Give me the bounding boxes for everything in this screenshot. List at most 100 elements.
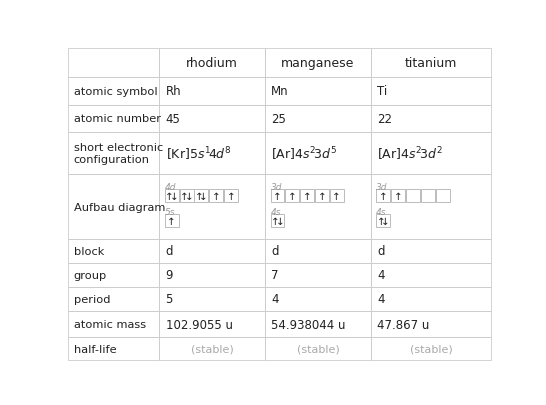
Text: ↓: ↓ [170, 191, 179, 201]
Bar [371, 77, 491, 105]
Text: ↑: ↑ [180, 191, 188, 201]
Bar [371, 263, 491, 287]
Text: atomic number: atomic number [74, 114, 161, 124]
Bar [315, 190, 329, 202]
Bar [391, 190, 405, 202]
Text: ↑: ↑ [379, 191, 388, 201]
Bar [180, 190, 193, 202]
Text: short electronic
configuration: short electronic configuration [74, 143, 163, 165]
Bar [165, 190, 179, 202]
Bar [371, 311, 491, 337]
Text: (stable): (stable) [191, 344, 234, 354]
Bar [270, 190, 284, 202]
Bar [371, 175, 491, 239]
Text: block: block [74, 246, 104, 256]
Text: 9: 9 [165, 269, 173, 282]
Text: 3d: 3d [376, 182, 388, 191]
Text: titanium: titanium [405, 57, 458, 70]
Text: 102.9055 u: 102.9055 u [165, 318, 233, 331]
Text: 25: 25 [271, 113, 286, 126]
Text: $\rm [Ar]4\mathit{s}^2\!3\mathit{d}^5$: $\rm [Ar]4\mathit{s}^2\!3\mathit{d}^5$ [271, 145, 337, 162]
Text: 4s: 4s [270, 207, 281, 216]
Bar [68, 337, 159, 360]
Text: $\rm [Ar]4\mathit{s}^2\!3\mathit{d}^2$: $\rm [Ar]4\mathit{s}^2\!3\mathit{d}^2$ [377, 145, 443, 162]
Text: ↑: ↑ [167, 216, 176, 226]
Text: 4: 4 [377, 293, 384, 306]
Bar [265, 337, 371, 360]
Text: (stable): (stable) [296, 344, 339, 354]
Bar [159, 133, 265, 175]
Text: ↑: ↑ [165, 191, 174, 201]
Text: ↓: ↓ [381, 216, 390, 226]
Bar [68, 105, 159, 133]
Bar [159, 77, 265, 105]
Text: ↑: ↑ [288, 191, 296, 201]
Bar [265, 49, 371, 77]
Text: 7: 7 [271, 269, 279, 282]
Bar [68, 239, 159, 263]
Text: ↑: ↑ [377, 216, 385, 226]
Bar [68, 311, 159, 337]
Bar [265, 239, 371, 263]
Text: $\rm [Kr]5\mathit{s}^1\!4\mathit{d}^8$: $\rm [Kr]5\mathit{s}^1\!4\mathit{d}^8$ [165, 145, 232, 162]
Bar [68, 263, 159, 287]
Text: 4: 4 [271, 293, 279, 306]
Bar [194, 190, 209, 202]
Bar [371, 105, 491, 133]
Text: (stable): (stable) [410, 344, 453, 354]
Bar [159, 311, 265, 337]
Text: Ti: Ti [377, 85, 388, 98]
Bar [376, 190, 390, 202]
Text: ↑: ↑ [302, 191, 312, 201]
Bar [68, 175, 159, 239]
Bar [159, 49, 265, 77]
Bar [159, 263, 265, 287]
Text: rhodium: rhodium [186, 57, 238, 70]
Text: 5s: 5s [165, 207, 175, 216]
Text: 22: 22 [377, 113, 392, 126]
Bar [68, 77, 159, 105]
Bar [265, 77, 371, 105]
Text: group: group [74, 270, 107, 280]
Bar [371, 49, 491, 77]
Bar [300, 190, 314, 202]
Bar [330, 190, 344, 202]
Bar [265, 175, 371, 239]
Bar [209, 190, 223, 202]
Bar [406, 190, 420, 202]
Text: 3d: 3d [270, 182, 282, 191]
Text: atomic symbol: atomic symbol [74, 86, 157, 96]
Text: 4s: 4s [376, 207, 387, 216]
Text: ↑: ↑ [194, 191, 203, 201]
Text: d: d [271, 245, 279, 258]
Text: Aufbau diagram: Aufbau diagram [74, 202, 165, 212]
Bar [436, 190, 449, 202]
Bar [371, 133, 491, 175]
Text: ↑: ↑ [318, 191, 327, 201]
Bar [224, 190, 238, 202]
Bar [68, 133, 159, 175]
Bar [376, 215, 390, 228]
Text: period: period [74, 294, 110, 304]
Bar [159, 175, 265, 239]
Bar [286, 190, 299, 202]
Text: 45: 45 [165, 113, 180, 126]
Bar [265, 133, 371, 175]
Bar [371, 337, 491, 360]
Text: 47.867 u: 47.867 u [377, 318, 430, 331]
Bar [265, 105, 371, 133]
Text: Rh: Rh [165, 85, 181, 98]
Text: d: d [165, 245, 173, 258]
Text: 5: 5 [165, 293, 173, 306]
Text: atomic mass: atomic mass [74, 319, 146, 329]
Bar [270, 215, 284, 228]
Bar [371, 239, 491, 263]
Text: ↑: ↑ [394, 191, 402, 201]
Text: Mn: Mn [271, 85, 289, 98]
Bar [265, 263, 371, 287]
Bar [159, 337, 265, 360]
Text: 4d: 4d [165, 182, 176, 191]
Bar [165, 215, 179, 228]
Text: ↓: ↓ [199, 191, 208, 201]
Bar [159, 239, 265, 263]
